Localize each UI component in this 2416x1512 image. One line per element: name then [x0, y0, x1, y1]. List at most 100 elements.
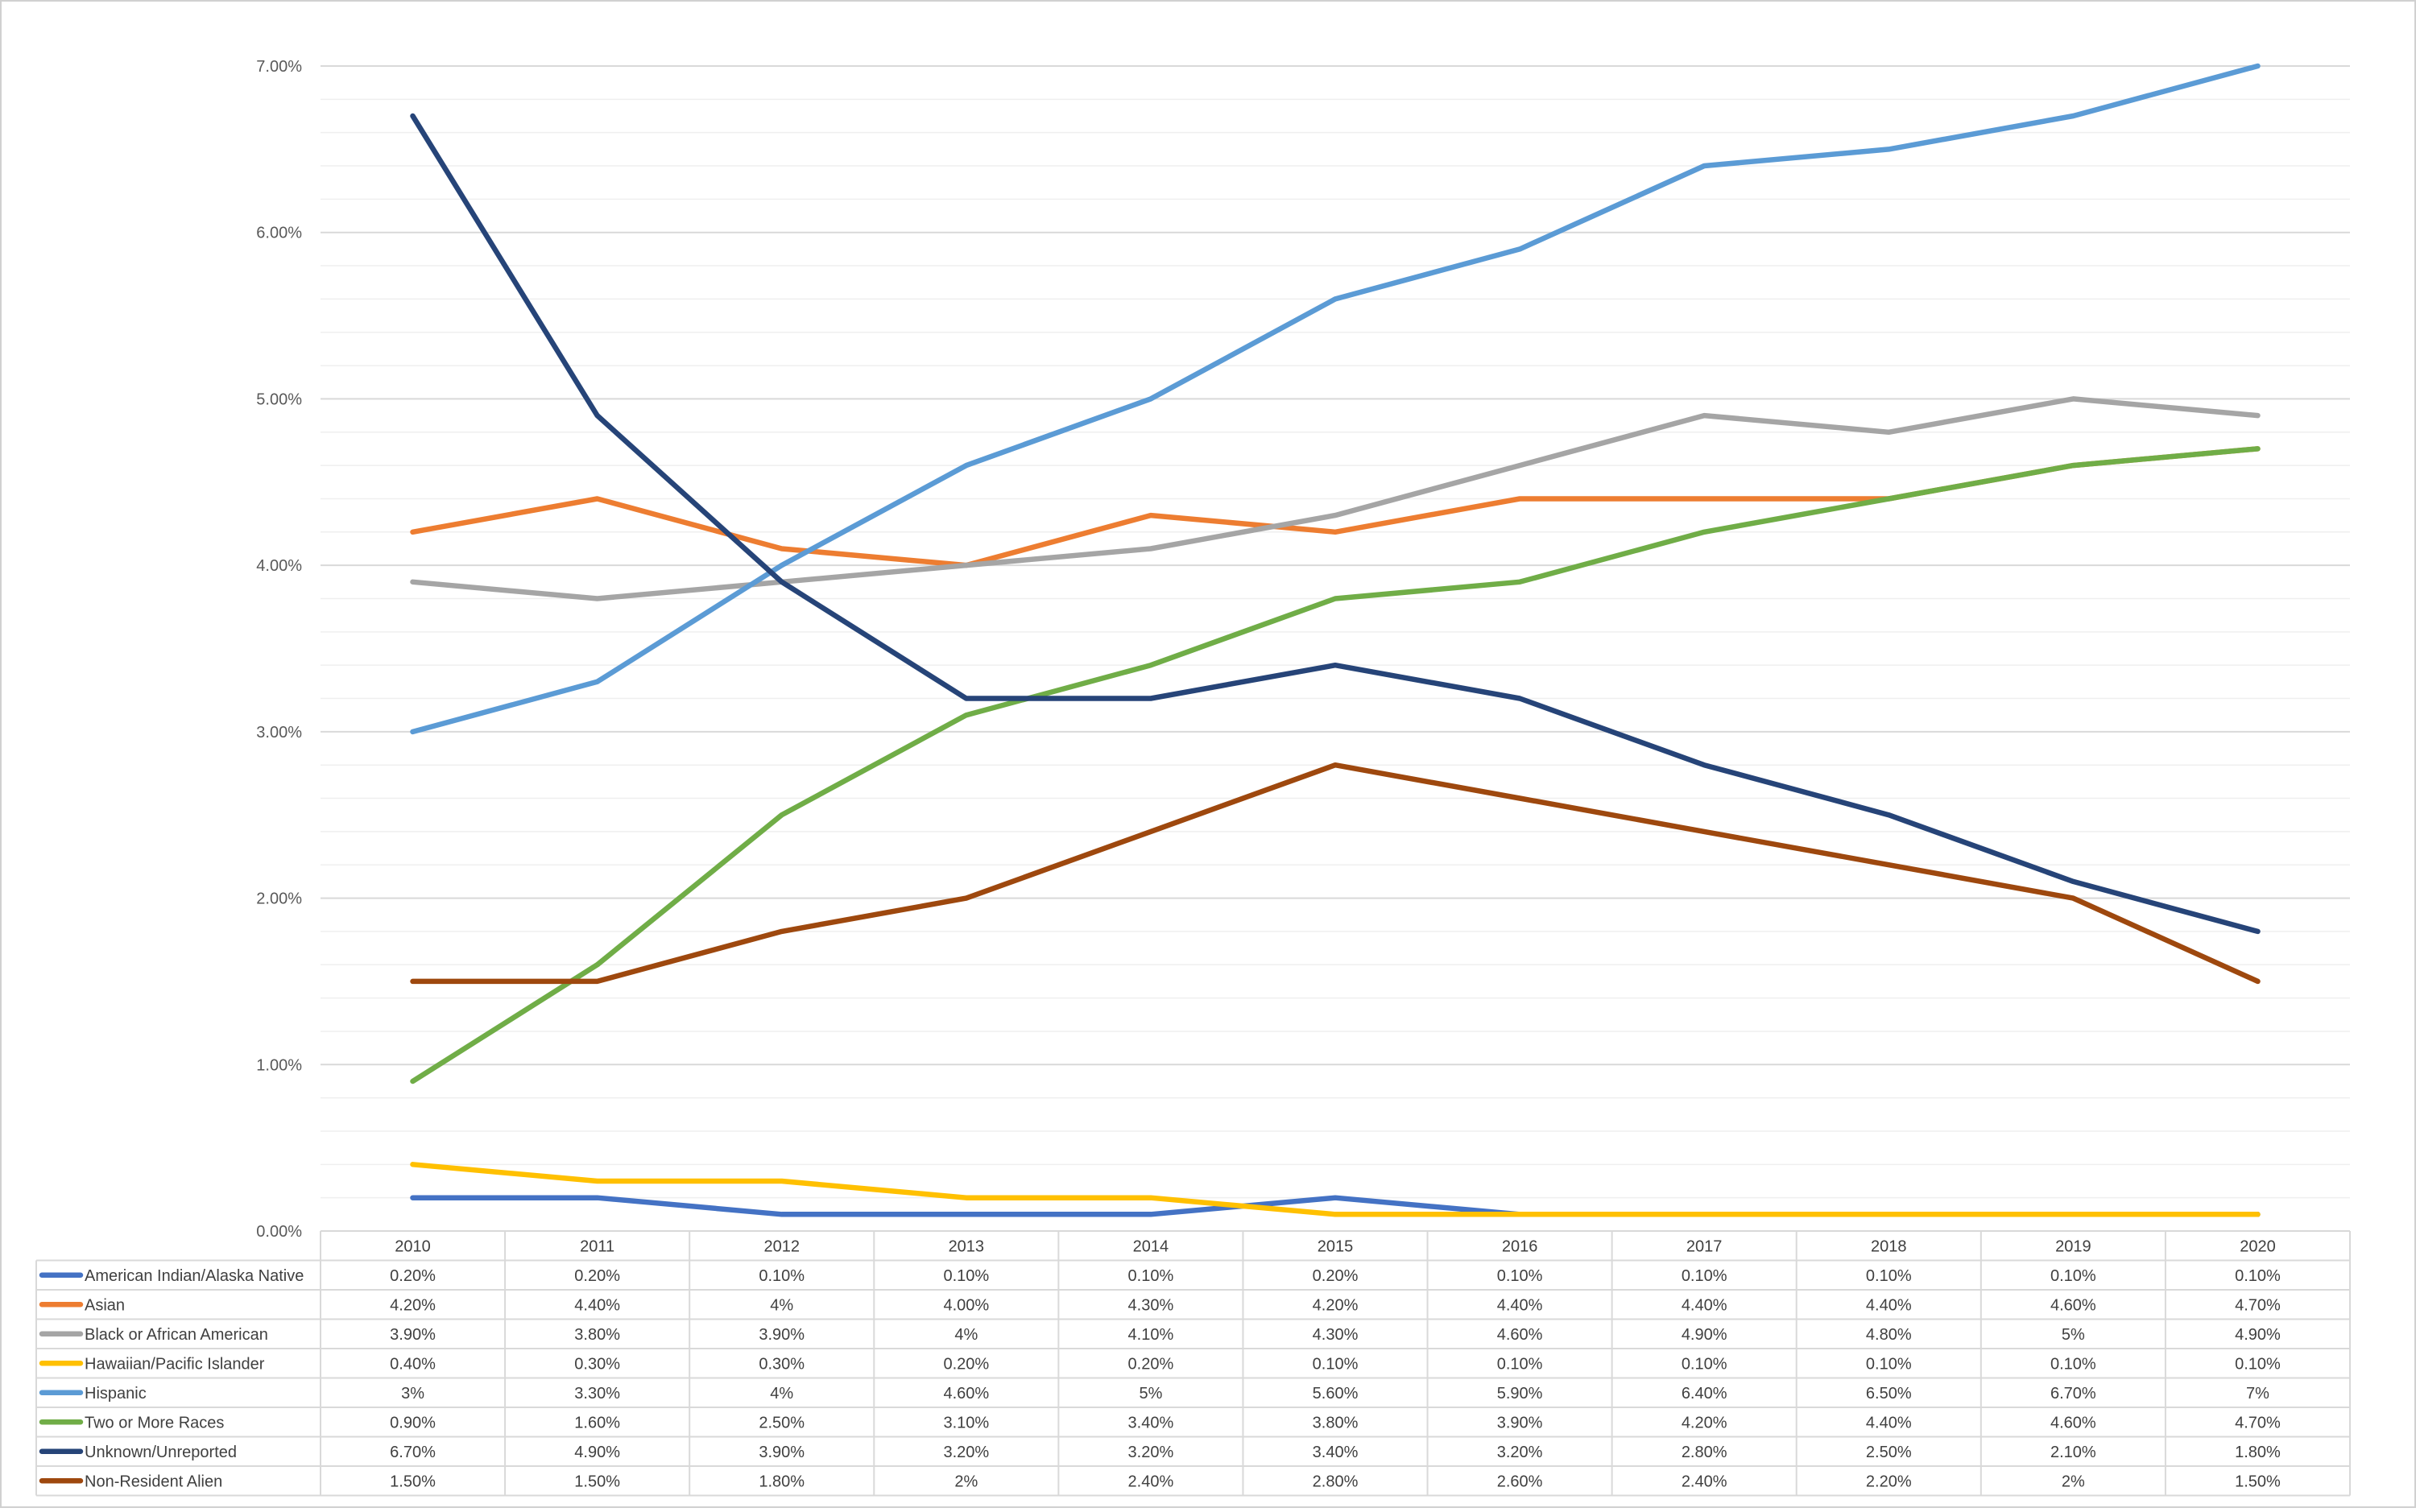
data-table-value: 0.10%	[1313, 1355, 1359, 1373]
y-tick-label: 2.00%	[256, 890, 302, 908]
data-table-value: 2.20%	[1866, 1473, 1912, 1490]
data-table-value: 0.20%	[574, 1267, 620, 1285]
x-category-label: 2016	[1502, 1237, 1538, 1255]
data-table-value: 0.20%	[1313, 1267, 1359, 1285]
data-table-value: 4.20%	[390, 1296, 436, 1314]
data-table-value: 4.40%	[1866, 1296, 1912, 1314]
data-table-value: 3.20%	[943, 1444, 989, 1461]
data-table-value: 0.10%	[759, 1267, 805, 1285]
data-table-value: 4%	[770, 1296, 793, 1314]
data-table-value: 0.10%	[1682, 1267, 1727, 1285]
data-table-value: 2%	[954, 1473, 978, 1490]
data-table-value: 4.40%	[1682, 1296, 1727, 1314]
y-axis: 0.00% 1.00% 2.00% 3.00% 4.00% 5.00% 6.00% 7.00%	[256, 58, 302, 1241]
data-table-value: 4.20%	[1682, 1414, 1727, 1431]
x-category-label: 2017	[1686, 1237, 1723, 1255]
y-tick-label: 1.00%	[256, 1056, 302, 1074]
x-category-label: 2011	[580, 1237, 614, 1255]
data-table-value: 5.60%	[1313, 1385, 1359, 1403]
data-table-value: 2.40%	[1128, 1473, 1174, 1490]
y-tick-label: 0.00%	[256, 1223, 302, 1241]
data-table-value: 0.10%	[2050, 1267, 2096, 1285]
legend-series-name: Hawaiian/Pacific Islander	[85, 1355, 265, 1373]
series-line	[410, 63, 2261, 735]
data-table-value: 4.30%	[1128, 1296, 1174, 1314]
x-category-label: 2013	[949, 1237, 985, 1255]
data-table: 2010 2011 2012 2013 2014 2015 2016 2017 2018 2019…	[35, 1231, 2351, 1497]
x-category-label: 2015	[1318, 1237, 1354, 1255]
major-gridlines	[321, 65, 2350, 1232]
data-table-value: 3.90%	[1497, 1414, 1543, 1431]
data-table-value: 1.50%	[390, 1473, 436, 1490]
data-table-value: 7%	[2246, 1385, 2269, 1403]
data-table-value: 2.40%	[1682, 1473, 1727, 1490]
data-table-value: 3.40%	[1313, 1444, 1359, 1461]
legend-series-name: American Indian/Alaska Native	[85, 1267, 304, 1285]
data-table-value: 3.90%	[759, 1326, 805, 1344]
data-table-value: 4.10%	[1128, 1326, 1174, 1344]
data-table-value: 0.10%	[1866, 1267, 1912, 1285]
data-table-value: 4%	[770, 1385, 793, 1403]
y-tick-label: 3.00%	[256, 724, 302, 742]
x-category-label: 2014	[1133, 1237, 1169, 1255]
data-table-value: 0.20%	[943, 1355, 989, 1373]
data-table-value: 4.90%	[574, 1444, 620, 1461]
data-table-value: 4.90%	[1682, 1326, 1727, 1344]
data-table-value: 6.70%	[2050, 1385, 2096, 1403]
y-tick-label: 7.00%	[256, 58, 302, 76]
data-table-value: 0.10%	[1497, 1355, 1543, 1373]
data-table-value: 3.10%	[943, 1414, 989, 1431]
data-table-value: 1.60%	[574, 1414, 620, 1431]
legend-series-name: Non-Resident Alien	[85, 1473, 222, 1490]
y-tick-label: 4.00%	[256, 557, 302, 575]
legend-series-name: Asian	[85, 1296, 125, 1314]
y-tick-label: 5.00%	[256, 390, 302, 408]
data-table-value: 2.60%	[1497, 1473, 1543, 1490]
legend-series-name: Two or More Races	[85, 1414, 224, 1431]
data-table-value: 0.10%	[1682, 1355, 1727, 1373]
data-table-value: 0.40%	[390, 1355, 436, 1373]
data-table-value: 0.90%	[390, 1414, 436, 1431]
data-table-value: 0.30%	[759, 1355, 805, 1373]
plot-lines	[410, 63, 2261, 1217]
data-table-value: 0.20%	[390, 1267, 436, 1285]
data-table-value: 6.50%	[1866, 1385, 1912, 1403]
data-table-value: 4.60%	[2050, 1414, 2096, 1431]
data-table-value: 1.50%	[2235, 1473, 2281, 1490]
data-table-value: 0.10%	[2235, 1267, 2281, 1285]
x-category-label: 2010	[395, 1237, 431, 1255]
minor-gridlines	[321, 98, 2350, 1199]
x-category-label: 2020	[2240, 1237, 2276, 1255]
series-line	[410, 113, 2261, 935]
data-table-value: 4.90%	[2235, 1326, 2281, 1344]
data-table-value: 6.40%	[1682, 1385, 1727, 1403]
data-table-value: 4.40%	[1866, 1414, 1912, 1431]
data-table-value: 2.10%	[2050, 1444, 2096, 1461]
data-table-value: 0.10%	[943, 1267, 989, 1285]
y-tick-label: 6.00%	[256, 225, 302, 242]
data-table-value: 3.20%	[1497, 1444, 1543, 1461]
series-line	[410, 1162, 2261, 1217]
data-table-value: 5.90%	[1497, 1385, 1543, 1403]
series-line	[410, 762, 2261, 985]
data-table-value: 3.80%	[1313, 1414, 1359, 1431]
data-table-value: 3.80%	[574, 1326, 620, 1344]
data-table-value: 4%	[954, 1326, 978, 1344]
data-table-value: 1.80%	[759, 1473, 805, 1490]
data-table-value: 5%	[2062, 1326, 2085, 1344]
data-table-value: 4.20%	[1313, 1296, 1359, 1314]
data-table-value: 0.30%	[574, 1355, 620, 1373]
data-table-value: 1.80%	[2235, 1444, 2281, 1461]
data-table-value: 3%	[401, 1385, 424, 1403]
data-table-value: 3.90%	[390, 1326, 436, 1344]
data-table-value: 4.00%	[943, 1296, 989, 1314]
legend-series-name: Black or African American	[85, 1326, 268, 1344]
data-table-value: 5%	[1139, 1385, 1162, 1403]
x-category-label: 2012	[763, 1237, 800, 1255]
x-category-label: 2018	[1871, 1237, 1907, 1255]
data-table-value: 2.50%	[759, 1414, 805, 1431]
data-table-value: 3.30%	[574, 1385, 620, 1403]
